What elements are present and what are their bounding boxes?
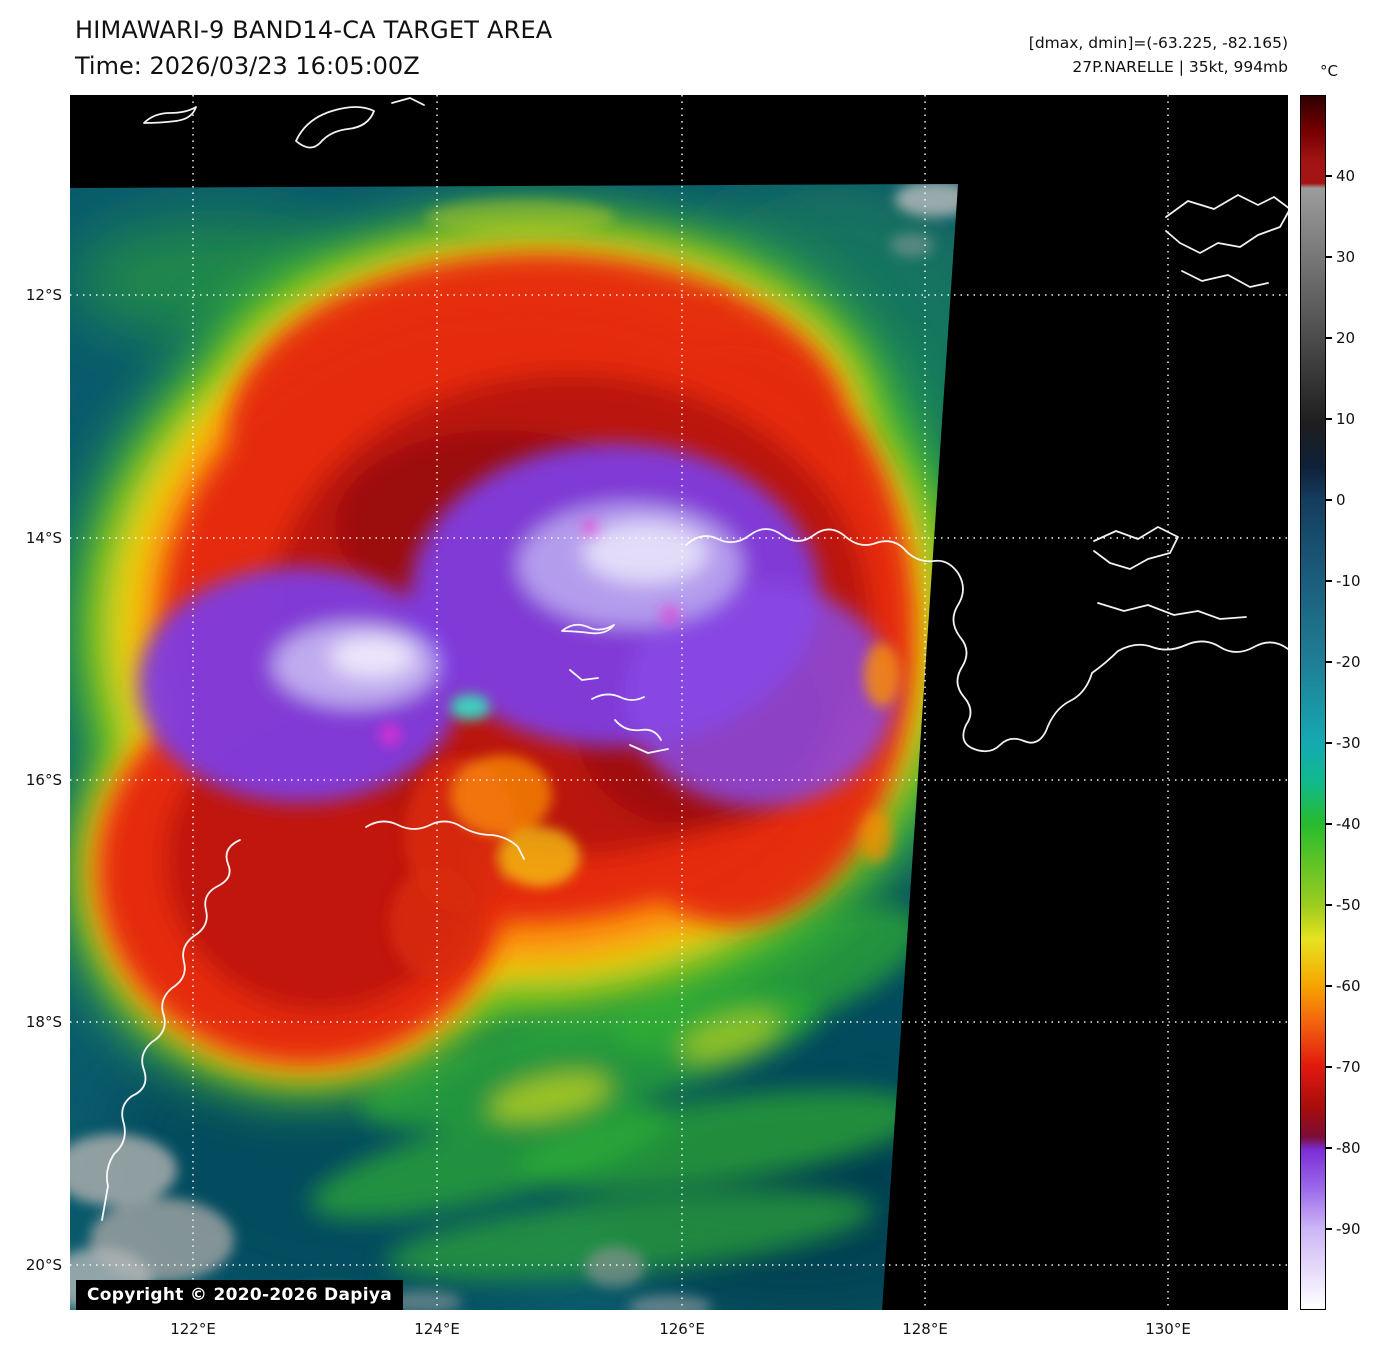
island-top-timor bbox=[295, 106, 375, 149]
timestamp: Time: 2026/03/23 16:05:00Z bbox=[75, 52, 420, 80]
lat-label-20s: 20°S bbox=[25, 1256, 62, 1274]
coastline-right-shore bbox=[1097, 602, 1247, 620]
colorbar-tick-m10: -10 bbox=[1336, 572, 1361, 590]
colorbar-tick-m40: -40 bbox=[1336, 815, 1361, 833]
page-title: HIMAWARI-9 BAND14-CA TARGET AREA bbox=[75, 16, 553, 44]
map-panel bbox=[70, 95, 1288, 1310]
colorbar-tick-30: 30 bbox=[1336, 248, 1356, 266]
colorbar-tick-mark bbox=[1326, 823, 1332, 825]
colorbar-tick-m70: -70 bbox=[1336, 1058, 1361, 1076]
storm-info: 27P.NARELLE | 35kt, 994mb bbox=[1072, 58, 1288, 76]
colorbar-tick-mark bbox=[1326, 1228, 1332, 1230]
island-archipelago-3 bbox=[629, 744, 669, 754]
lon-label-130e: 130°E bbox=[1145, 1320, 1191, 1338]
colorbar-tick-mark bbox=[1326, 337, 1332, 339]
colorbar-tick-mark bbox=[1326, 1066, 1332, 1068]
colorbar-tick-mark bbox=[1326, 742, 1332, 744]
colorbar-tick-40: 40 bbox=[1336, 167, 1356, 185]
island-archipelago-2 bbox=[591, 693, 645, 701]
colorbar-tick-mark bbox=[1326, 580, 1332, 582]
lon-label-124e: 124°E bbox=[414, 1320, 460, 1338]
coastline-southwest bbox=[101, 839, 241, 1221]
coastline-king-sound bbox=[365, 820, 525, 860]
lat-label-14s: 14°S bbox=[25, 529, 62, 547]
lat-label-16s: 16°S bbox=[25, 771, 62, 789]
coastlines bbox=[101, 97, 1288, 1221]
colorbar-tick-mark bbox=[1326, 418, 1332, 420]
colorbar-tick-10: 10 bbox=[1336, 410, 1356, 428]
island-archipelago-5 bbox=[614, 719, 662, 741]
coastline-right-islands bbox=[1093, 526, 1179, 570]
island-top-west bbox=[143, 106, 197, 124]
colorbar-tick-mark bbox=[1326, 256, 1332, 258]
colorbar-tick-mark bbox=[1326, 1147, 1332, 1149]
island-archipelago-4 bbox=[569, 669, 599, 681]
graticule-grid bbox=[70, 95, 1288, 1310]
colorbar-tick-m60: -60 bbox=[1336, 977, 1361, 995]
colorbar-tick-mark bbox=[1326, 661, 1332, 663]
detail-spots bbox=[378, 199, 900, 979]
colorbar-tick-mark bbox=[1326, 985, 1332, 987]
colorbar-gradient bbox=[1300, 95, 1326, 1310]
lon-label-128e: 128°E bbox=[902, 1320, 948, 1338]
satellite-imagery bbox=[70, 95, 1288, 1310]
island-top-small bbox=[391, 97, 425, 106]
colorbar-tick-m30: -30 bbox=[1336, 734, 1361, 752]
colorbar-tick-m50: -50 bbox=[1336, 896, 1361, 914]
colorbar-tick-0: 0 bbox=[1336, 491, 1346, 509]
dmax-dmin-readout: [dmax, dmin]=(-63.225, -82.165) bbox=[1028, 34, 1288, 52]
lon-label-126e: 126°E bbox=[659, 1320, 705, 1338]
colorbar-tick-mark bbox=[1326, 904, 1332, 906]
lat-label-18s: 18°S bbox=[25, 1013, 62, 1031]
colorbar-tick-mark bbox=[1326, 499, 1332, 501]
coastline-mainland-north bbox=[685, 528, 1288, 753]
colorbar-unit: °C bbox=[1320, 62, 1338, 80]
lon-label-122e: 122°E bbox=[170, 1320, 216, 1338]
coastline-top-end-2 bbox=[1181, 270, 1269, 288]
colorbar-tick-m20: -20 bbox=[1336, 653, 1361, 671]
colorbar-tick-20: 20 bbox=[1336, 329, 1356, 347]
colorbar-tick-m80: -80 bbox=[1336, 1139, 1361, 1157]
island-archipelago-1 bbox=[561, 623, 615, 635]
colorbar-tick-mark bbox=[1326, 175, 1332, 177]
data-swath bbox=[70, 184, 958, 1310]
lat-label-12s: 12°S bbox=[25, 286, 62, 304]
colorbar-tick-m90: -90 bbox=[1336, 1220, 1361, 1238]
coastline-top-end-1 bbox=[1165, 194, 1288, 254]
cold-cloud-tops bbox=[138, 443, 895, 807]
copyright-watermark: Copyright © 2020-2026 Dapiya bbox=[76, 1280, 403, 1310]
